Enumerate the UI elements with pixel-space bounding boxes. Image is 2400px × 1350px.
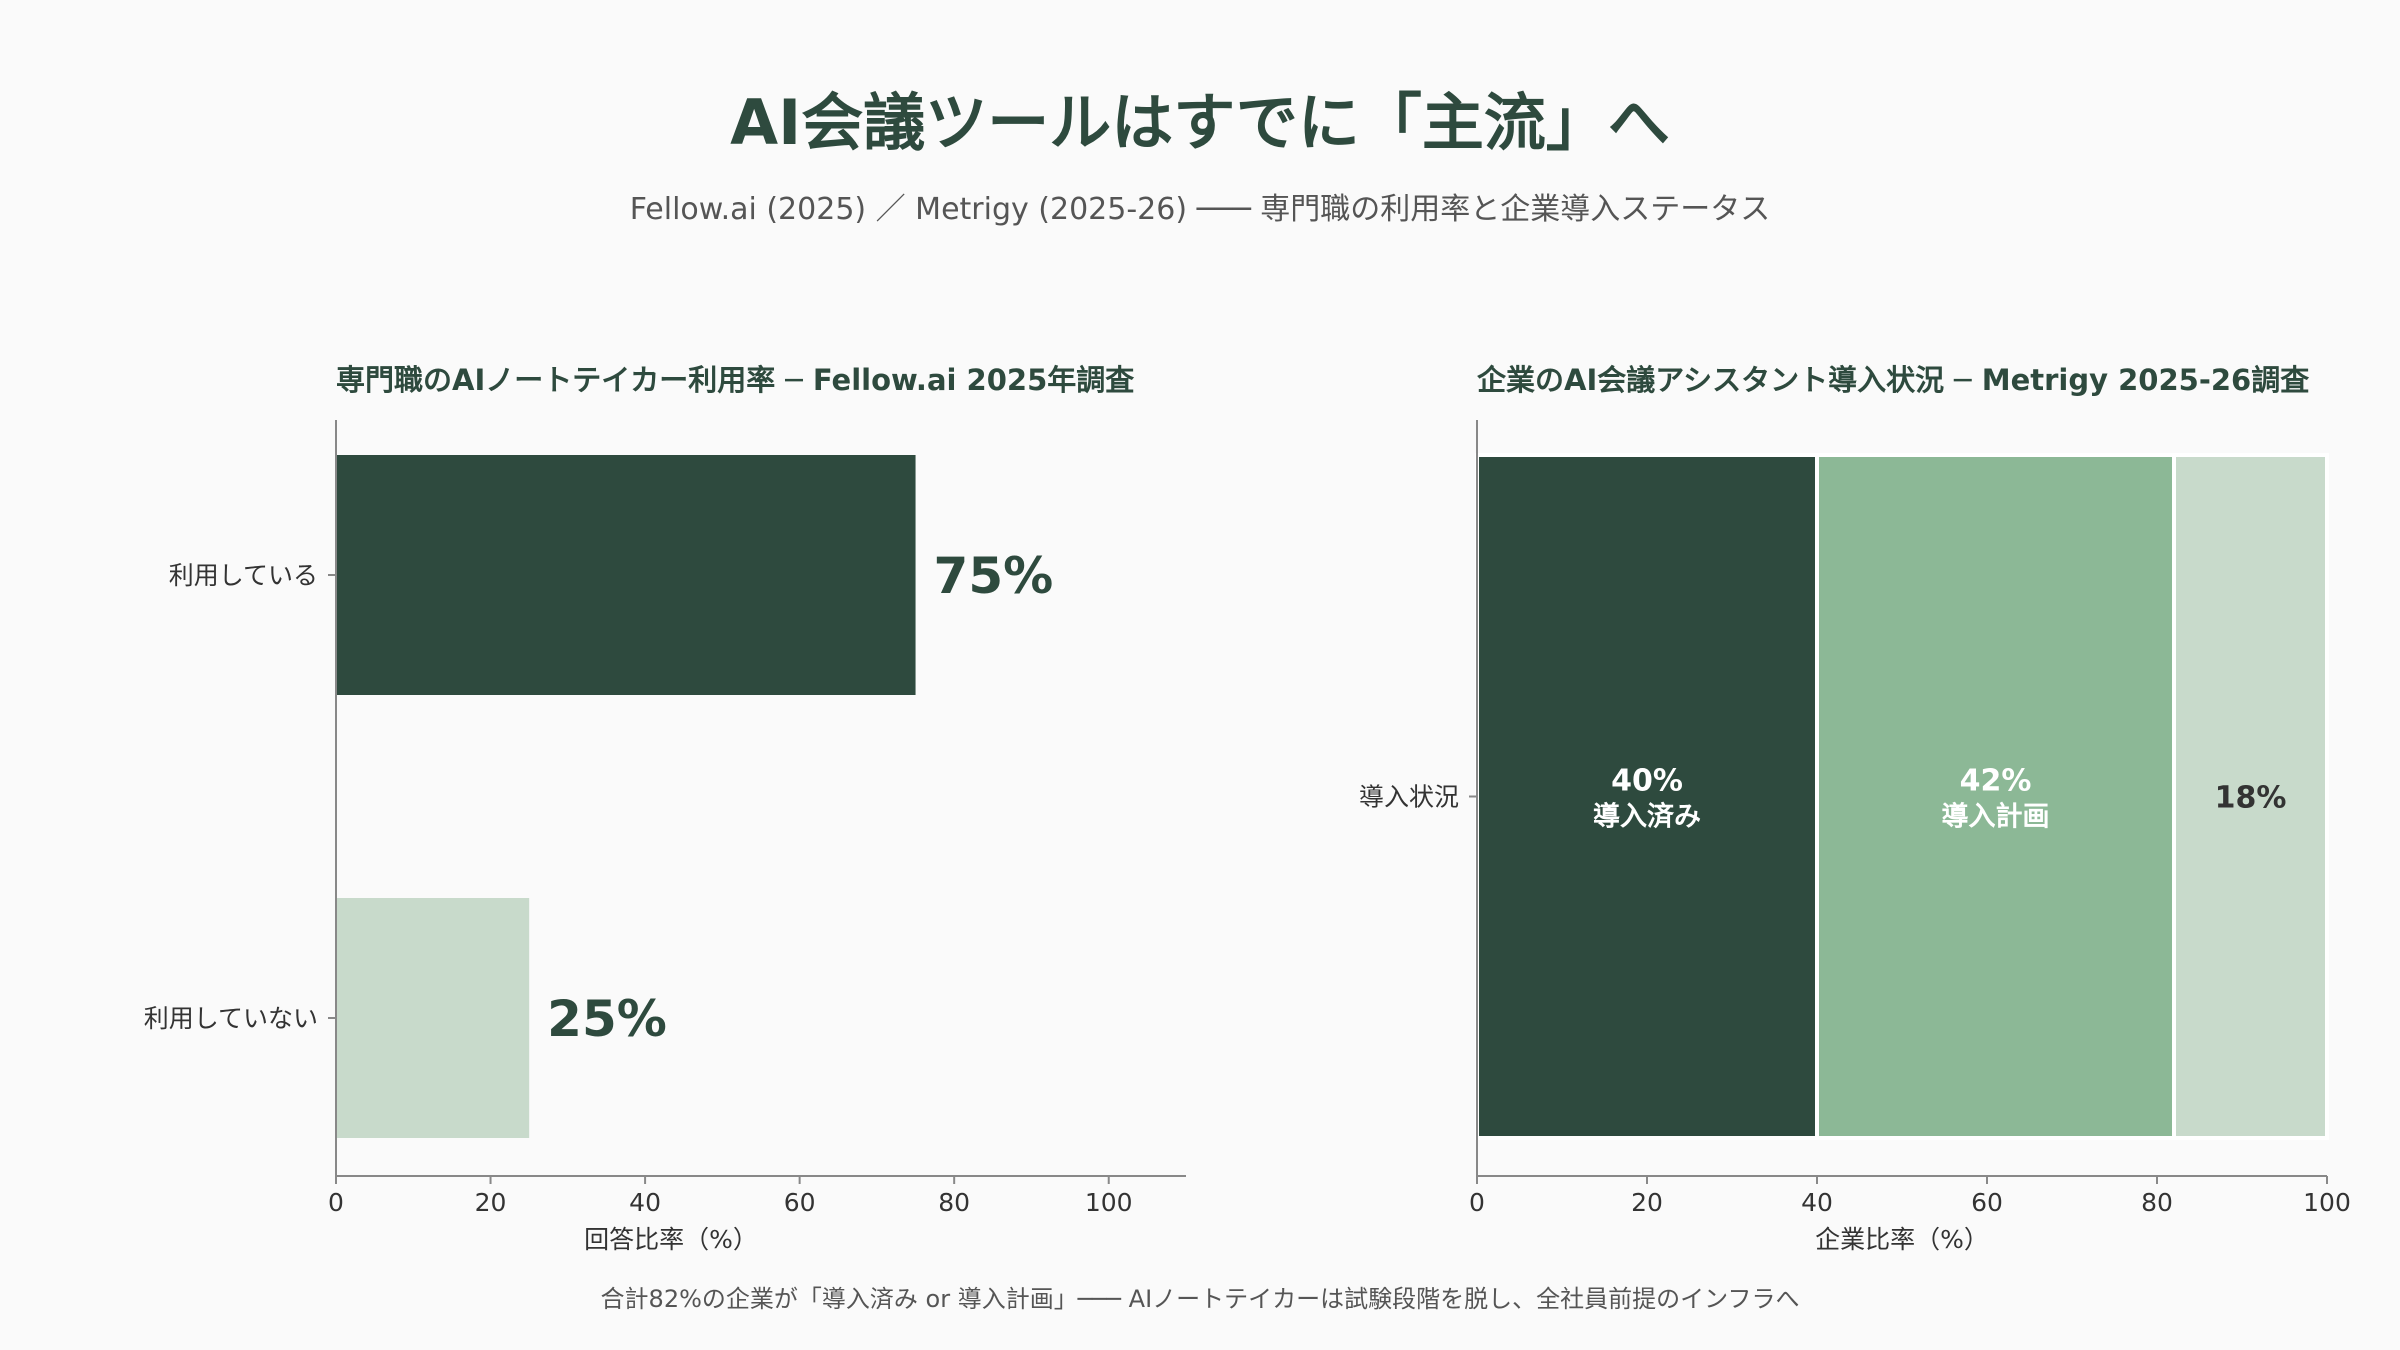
- chart1-data-label-1: 75%: [934, 547, 1054, 605]
- chart2-segment-value-3: 18%: [2215, 781, 2287, 816]
- chart2-segment-name-1: 導入済み: [1593, 801, 1701, 833]
- chart2-y-tick-label-1: 導入状況: [1359, 783, 1459, 812]
- chart1-x-tick-label: 40: [629, 1188, 661, 1217]
- chart2-x-axis-label: 企業比率（%）: [1815, 1225, 1989, 1254]
- chart2-x-tick-label: 100: [2303, 1188, 2351, 1217]
- chart1-y-tick-label-2: 利用していない: [144, 1004, 318, 1033]
- chart2-segment-1: [1475, 453, 1819, 1140]
- chart1-bar-2: [336, 898, 530, 1138]
- chart1-y-tick-label-1: 利用している: [169, 561, 318, 590]
- chart1-title: 専門職のAIノートテイカー利用率 ─ Fellow.ai 2025年調査: [336, 363, 1134, 397]
- chart1-x-axis-label: 回答比率（%）: [584, 1225, 758, 1254]
- chart1-x-tick-label: 20: [475, 1188, 507, 1217]
- chart2-x-tick-label: 80: [2141, 1188, 2173, 1217]
- footnote: 合計82%の企業が「導入済み or 導入計画」─── AIノートテイカーは試験段…: [600, 1285, 1800, 1313]
- chart2-title: 企業のAI会議アシスタント導入状況 ─ Metrigy 2025-26調査: [1477, 363, 2309, 397]
- chart2-x-tick-label: 0: [1469, 1188, 1485, 1217]
- chart1-x-tick-label: 0: [328, 1188, 344, 1217]
- chart2-x-tick-label: 20: [1631, 1188, 1663, 1217]
- chart2-segment-2: [1815, 453, 2176, 1140]
- chart1-data-label-2: 25%: [547, 990, 667, 1048]
- chart2-x-tick-label: 60: [1971, 1188, 2003, 1217]
- chart1-x-tick-label: 100: [1085, 1188, 1133, 1217]
- chart2-segment-name-2: 導入計画: [1942, 801, 2050, 833]
- chart1-x-tick-label: 60: [784, 1188, 816, 1217]
- chart2-segment-value-2: 42%: [1960, 764, 2032, 799]
- page-subtitle: Fellow.ai (2025) ／ Metrigy (2025-26) ───…: [629, 192, 1771, 227]
- chart1-bar-1: [336, 455, 916, 695]
- chart2-segment-3: [2172, 453, 2329, 1140]
- chart1-x-tick-label: 80: [938, 1188, 970, 1217]
- chart2-segment-value-1: 40%: [1611, 764, 1683, 799]
- page-title: AI会議ツールはすでに「主流」へ: [730, 86, 1670, 159]
- chart2-x-tick-label: 40: [1801, 1188, 1833, 1217]
